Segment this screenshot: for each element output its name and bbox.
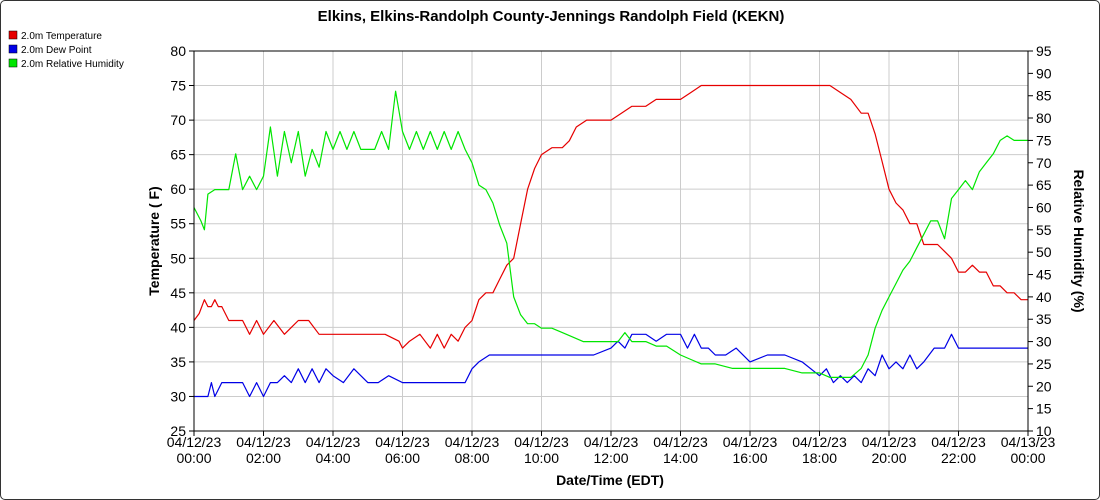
y-left-tick-label: 75 — [170, 78, 186, 94]
y-left-tick-label: 50 — [170, 250, 186, 266]
y-right-tick-label: 80 — [1036, 110, 1052, 126]
y-axis-left: 25 30 35 40 45 50 55 60 65 70 75 80 — [170, 43, 194, 439]
y-right-tick-label: 25 — [1036, 356, 1052, 372]
legend: 2.0m Temperature 2.0m Dew Point 2.0m Relat… — [8, 30, 124, 70]
x-tick-time: 22:00 — [941, 450, 976, 466]
y-right-tick-label: 20 — [1036, 378, 1052, 394]
y-axis-right: 10 15 20 25 30 35 40 45 50 55 60 65 70 75 80 85 90 95 — [1028, 43, 1052, 439]
y-axis-left-label: Temperature ( F) — [146, 186, 162, 295]
y-axis-right-label: Relative Humidity (%) — [1071, 169, 1087, 312]
x-tick-time: 00:00 — [1010, 450, 1045, 466]
y-left-tick-label: 40 — [170, 319, 186, 335]
x-tick-time: 08:00 — [454, 450, 489, 466]
y-left-tick-label: 45 — [170, 285, 186, 301]
chart-title: Elkins, Elkins-Randolph County-Jennings … — [318, 8, 785, 25]
x-tick-date: 04/12/23 — [306, 434, 361, 450]
y-left-tick-label: 55 — [170, 216, 186, 232]
y-right-tick-label: 75 — [1036, 132, 1052, 148]
x-tick-time: 10:00 — [524, 450, 559, 466]
y-right-tick-label: 60 — [1036, 199, 1052, 215]
y-right-tick-label: 95 — [1036, 43, 1052, 59]
y-right-tick-label: 30 — [1036, 334, 1052, 350]
x-axis-label: Date/Time (EDT) — [556, 472, 664, 488]
x-tick-date: 04/12/23 — [792, 434, 847, 450]
x-tick-time: 12:00 — [593, 450, 628, 466]
y-right-tick-label: 65 — [1036, 177, 1052, 193]
series-line-2-0m-temperature — [193, 84, 1028, 349]
legend-label: 2.0m Dew Point — [21, 45, 92, 56]
legend-swatch — [8, 30, 18, 40]
series-group — [193, 84, 1028, 398]
y-left-tick-label: 35 — [170, 354, 186, 370]
x-tick-time: 02:00 — [246, 450, 281, 466]
x-tick-time: 06:00 — [385, 450, 420, 466]
y-left-tick-label: 25 — [170, 423, 186, 439]
y-left-tick-label: 70 — [170, 112, 186, 128]
x-tick-date: 04/12/23 — [862, 434, 917, 450]
x-tick-time: 20:00 — [871, 450, 906, 466]
y-right-tick-label: 35 — [1036, 311, 1052, 327]
y-left-tick-label: 65 — [170, 147, 186, 163]
x-tick-date: 04/12/23 — [375, 434, 430, 450]
x-tick-time: 04:00 — [315, 450, 350, 466]
x-tick-date: 04/12/23 — [514, 434, 569, 450]
y-left-tick-label: 60 — [170, 181, 186, 197]
y-right-tick-label: 90 — [1036, 65, 1052, 81]
grid — [193, 50, 1029, 432]
x-tick-date: 04/12/23 — [653, 434, 708, 450]
x-tick-date: 04/13/23 — [1001, 434, 1056, 450]
x-tick-date: 04/12/23 — [445, 434, 500, 450]
y-right-tick-label: 85 — [1036, 88, 1052, 104]
legend-label: 2.0m Relative Humidity — [21, 59, 124, 70]
x-axis: 04/12/2300:0004/12/2302:0004/12/2304:000… — [167, 431, 1056, 466]
y-right-tick-label: 40 — [1036, 289, 1052, 305]
x-tick-date: 04/12/23 — [236, 434, 291, 450]
x-tick-date: 04/12/23 — [167, 434, 222, 450]
y-left-tick-label: 80 — [170, 43, 186, 59]
legend-swatch — [8, 44, 18, 54]
x-tick-time: 00:00 — [176, 450, 211, 466]
y-right-tick-label: 50 — [1036, 244, 1052, 260]
y-left-tick-label: 30 — [170, 388, 186, 404]
y-right-tick-label: 15 — [1036, 401, 1052, 417]
x-tick-date: 04/12/23 — [931, 434, 986, 450]
x-tick-date: 04/12/23 — [723, 434, 778, 450]
y-right-tick-label: 45 — [1036, 267, 1052, 283]
x-tick-time: 18:00 — [802, 450, 837, 466]
series-line-2-0m-relative-humidity — [193, 90, 1028, 378]
y-right-tick-label: 55 — [1036, 222, 1052, 238]
x-tick-date: 04/12/23 — [584, 434, 639, 450]
legend-swatch — [8, 58, 18, 68]
y-right-tick-label: 10 — [1036, 423, 1052, 439]
y-right-tick-label: 70 — [1036, 155, 1052, 171]
legend-label: 2.0m Temperature — [21, 31, 102, 42]
x-tick-time: 14:00 — [663, 450, 698, 466]
x-tick-time: 16:00 — [732, 450, 767, 466]
